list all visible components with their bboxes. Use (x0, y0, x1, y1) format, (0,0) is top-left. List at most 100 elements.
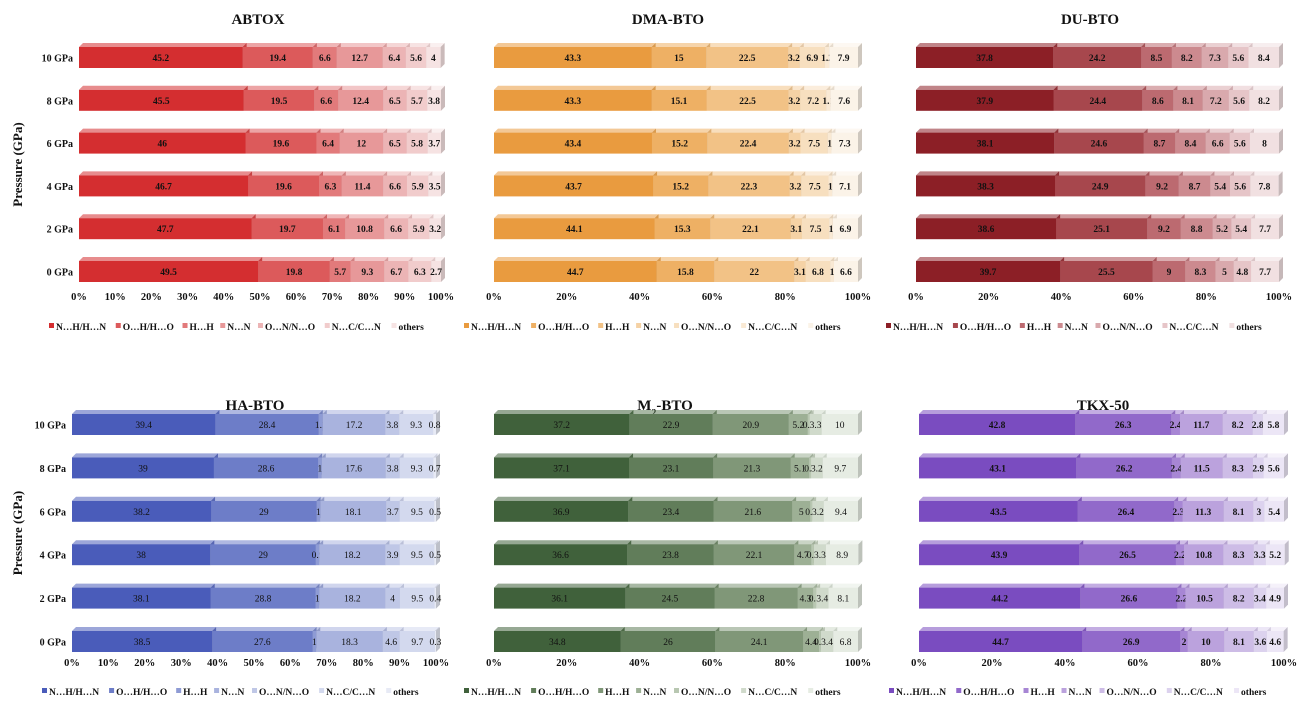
data-label: 6.5 (389, 140, 401, 150)
bar-segment-top (819, 627, 825, 631)
bar-segment-top (1224, 627, 1258, 631)
bar-segment-top (710, 214, 795, 219)
data-label: 36.6 (552, 551, 569, 561)
data-label: 3.9 (387, 551, 399, 561)
data-label: 1 (827, 140, 832, 150)
data-label: 6.6 (319, 54, 331, 64)
bar-segment (811, 457, 823, 479)
bar-segment (654, 218, 711, 240)
bar-segment-top (1080, 583, 1182, 588)
bar-segment (79, 261, 259, 282)
bar-segment (919, 587, 1081, 609)
bar-segment-top (248, 171, 324, 176)
data-label: 2.2 (1175, 595, 1187, 605)
bar-segment (1223, 544, 1254, 566)
x-tick-label: 70% (322, 292, 343, 303)
data-label: 5.6 (1234, 140, 1246, 150)
bar-segment (794, 544, 812, 566)
bar-segment (399, 500, 435, 522)
legend-swatch (808, 323, 814, 328)
bar-segment-top (210, 583, 320, 588)
bar-segment (1253, 587, 1267, 609)
data-label: 7.5 (808, 140, 820, 150)
data-label: 15.2 (671, 140, 688, 150)
data-label: 36.1 (551, 595, 568, 605)
bar-segment-top (1145, 171, 1183, 176)
bar-segment (211, 500, 317, 522)
bar-segment-top (1053, 85, 1147, 90)
bar-segment-side (436, 540, 440, 566)
data-label: 19.8 (286, 268, 303, 278)
bar-segment-top (72, 453, 218, 458)
bar-segment-top (1228, 85, 1254, 90)
bar-segment-top (494, 453, 634, 458)
data-label: 3.6 (1254, 638, 1266, 648)
data-label: 46.7 (155, 182, 172, 192)
data-label: 26.3 (1115, 421, 1132, 431)
bar-segment (316, 631, 383, 652)
bar-segment-top (799, 43, 829, 47)
bar-segment-side (440, 43, 445, 68)
data-label: 15.3 (674, 225, 691, 235)
x-tick-label: 80% (775, 292, 796, 303)
data-label: 19.4 (269, 54, 286, 64)
bar-segment (322, 218, 346, 240)
data-label: 28.6 (258, 464, 275, 474)
bar-segment-side (1284, 540, 1289, 566)
data-label: 4.6 (385, 638, 397, 648)
data-label: 37.1 (553, 464, 570, 474)
bar-segment (494, 89, 652, 111)
bar-segment-top (1175, 128, 1210, 133)
bar-segment (715, 631, 804, 652)
data-label: 0.5 (429, 508, 441, 518)
bar-segment (427, 89, 441, 111)
bar-segment (1249, 89, 1279, 111)
bar-segment (494, 261, 657, 282)
x-tick-label: 0% (486, 292, 502, 303)
bar-segment-top (79, 257, 263, 261)
bar-segment (916, 47, 1054, 68)
data-label: 22.8 (748, 595, 765, 605)
bar-segment-top (316, 627, 387, 631)
data-label: 29 (259, 508, 269, 518)
bar-segment (494, 457, 630, 479)
bar-segment-top (1253, 496, 1269, 501)
data-label: 26.9 (1123, 638, 1140, 648)
bar-segment-top (79, 85, 248, 90)
data-label: 22.4 (740, 140, 757, 150)
x-tick-label: 80% (358, 292, 379, 303)
bar-segment (1251, 218, 1279, 240)
bar-segment (1252, 414, 1263, 435)
bar-segment-top (707, 128, 793, 133)
bar-segment-top (243, 85, 319, 90)
bar-segment (809, 457, 812, 479)
x-tick-label: 80% (775, 658, 796, 669)
bar-segment-top (494, 410, 634, 414)
x-tick-label: 0% (71, 292, 87, 303)
legend-swatch (464, 323, 469, 328)
data-label: 38.1 (133, 595, 150, 605)
bar-segment (1079, 544, 1176, 566)
bar-segment (1231, 218, 1252, 240)
bar-segment (406, 89, 428, 111)
data-label: 8.4 (1258, 54, 1270, 64)
data-label: 39.4 (135, 421, 152, 431)
data-label: 8.4 (1184, 140, 1196, 150)
bar-segment-top (383, 171, 411, 176)
bar-segment-top (1171, 43, 1206, 47)
bar-segment-top (805, 257, 835, 261)
data-label: 7.2 (807, 97, 819, 107)
bar-segment (708, 175, 790, 197)
bar-segment (72, 544, 211, 566)
data-label: 10.8 (1195, 551, 1212, 561)
bar-segment-top (629, 410, 717, 414)
data-label: 9.3 (411, 464, 423, 474)
data-label: 43.4 (565, 140, 582, 150)
data-label: 22.5 (739, 97, 756, 107)
data-label: 7.9 (838, 54, 850, 64)
data-label: 3.8 (428, 97, 440, 107)
bar-segment-top (1264, 496, 1288, 501)
bar-segment (833, 631, 858, 652)
legend-label: N…C/C…N (332, 323, 381, 333)
bar-segment (805, 261, 831, 282)
